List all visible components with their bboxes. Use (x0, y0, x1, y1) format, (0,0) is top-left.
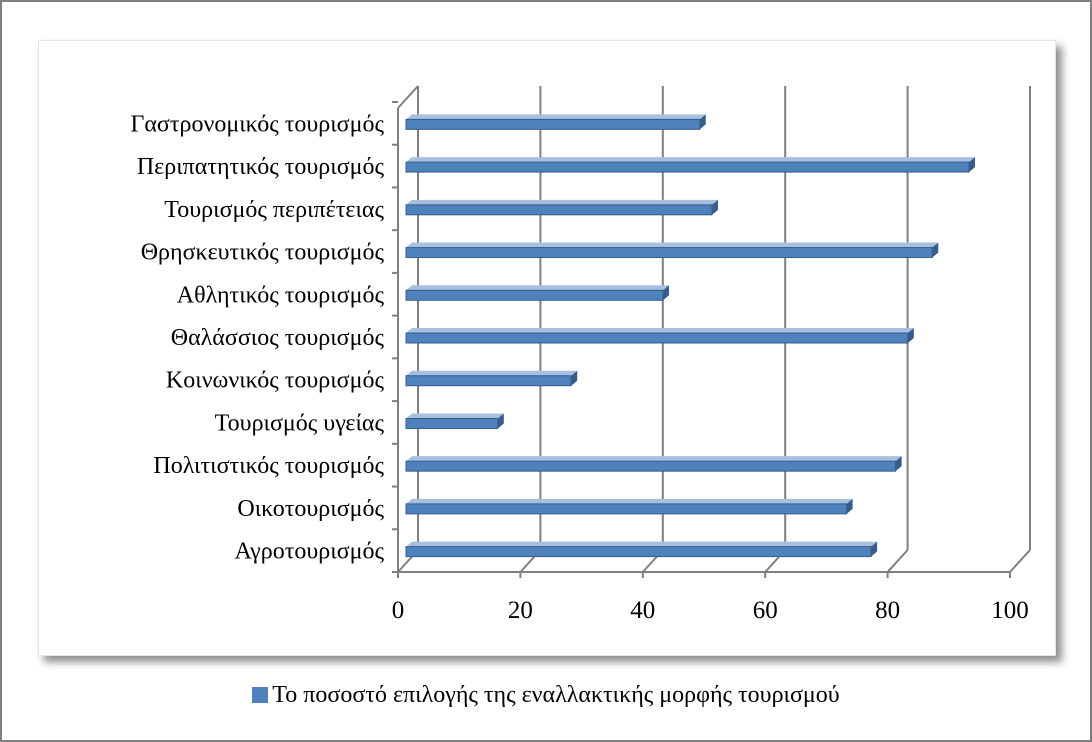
bar (405, 498, 853, 515)
category-label: Κοινωνικός τουρισμός (166, 368, 385, 394)
category-label: Θαλάσσιος τουρισμός (171, 325, 385, 351)
bar (405, 114, 706, 130)
bar (405, 370, 578, 387)
x-tick-label: 100 (991, 597, 1029, 624)
category-label: Γαστρονομικός τουρισμός (130, 111, 384, 137)
category-label: Περιπατητικός τουρισμός (137, 154, 385, 180)
legend: Το ποσοστό επιλογής της εναλλακτικής μορ… (0, 682, 1092, 709)
category-label: Αθλητικός τουρισμός (177, 282, 385, 308)
x-tick-label: 0 (392, 597, 405, 624)
x-tick-label: 60 (753, 597, 778, 624)
x-tick-label: 80 (875, 597, 900, 624)
bar (405, 541, 878, 558)
category-label: Τουρισμός υγείας (215, 410, 385, 436)
category-label: Αγροτουρισμός (234, 539, 384, 565)
bar (405, 242, 939, 259)
category-label: Θρησκευτικός τουρισμός (141, 240, 385, 266)
bar (405, 328, 914, 344)
bar (405, 413, 504, 429)
category-label: Πολιτιστικός τουρισμός (153, 453, 384, 479)
gridline-floor (1009, 549, 1031, 573)
gridline-floor (886, 549, 909, 573)
x-tick-label: 20 (508, 597, 533, 624)
x-tick-label: 40 (630, 597, 655, 624)
y-axis-top (397, 85, 419, 109)
category-label: Οικοτουρισμός (237, 496, 384, 522)
category-label: Τουρισμός περιπέτειας (164, 197, 384, 223)
bar (405, 199, 718, 216)
bar (405, 157, 976, 173)
legend-swatch (252, 687, 269, 703)
bar (405, 456, 902, 472)
bar (405, 285, 670, 301)
legend-label: Το ποσοστό επιλογής της εναλλακτικής μορ… (272, 682, 840, 708)
